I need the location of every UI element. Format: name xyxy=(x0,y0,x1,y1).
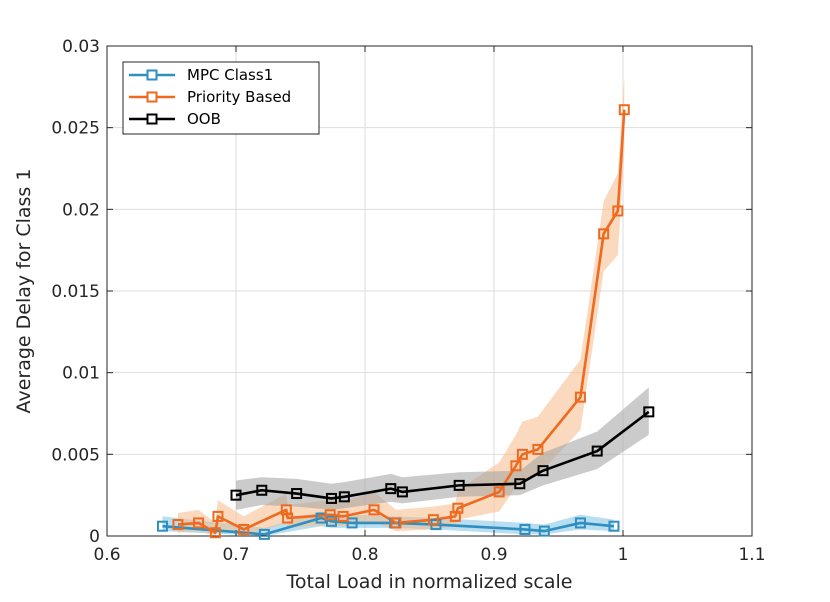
series-lines xyxy=(162,109,650,536)
x-tick-label: 1 xyxy=(618,545,629,565)
priority-based-point xyxy=(238,523,250,535)
oob-point xyxy=(338,491,350,503)
legend-marker-priority-based xyxy=(146,91,158,103)
legend-label-mpc-class1: MPC Class1 xyxy=(187,66,273,84)
priority-based-point xyxy=(324,509,336,521)
priority-based-point xyxy=(282,512,294,524)
mpc-class1-point xyxy=(156,520,168,532)
priority-based-point xyxy=(172,519,184,531)
legend-label-oob: OOB xyxy=(187,110,221,128)
mpc-class1-point xyxy=(608,520,620,532)
priority-based-point xyxy=(510,460,522,472)
mpc-class1-point xyxy=(538,525,550,537)
y-tick-label: 0 xyxy=(89,527,100,547)
y-tick-label: 0.02 xyxy=(62,200,100,220)
legend-marker-mpc-class1 xyxy=(146,69,158,81)
priority-based-point xyxy=(618,104,630,116)
oob-point xyxy=(514,478,526,490)
y-tick-label: 0.025 xyxy=(51,119,100,139)
priority-based-line xyxy=(177,109,626,535)
priority-based-point xyxy=(337,510,349,522)
priority-based-point xyxy=(212,510,224,522)
x-tick-label: 0.9 xyxy=(480,545,507,565)
oob-point xyxy=(643,406,655,418)
oob-point xyxy=(396,486,408,498)
mpc-class1-point xyxy=(325,515,337,527)
confidence-bands xyxy=(162,77,649,537)
mpc-class1-point xyxy=(346,517,358,529)
oob-point xyxy=(325,492,337,504)
priority-based-point xyxy=(452,502,464,514)
priority-based-point xyxy=(612,205,624,217)
oob-band xyxy=(236,387,649,510)
x-tick-label: 0.7 xyxy=(222,545,249,565)
priority-based-point xyxy=(532,443,544,455)
y-tick-label: 0.005 xyxy=(51,445,100,465)
priority-based-point xyxy=(427,514,439,526)
y-axis-label: Average Delay for Class 1 xyxy=(13,169,35,414)
priority-based-point xyxy=(493,486,505,498)
priority-based-point xyxy=(193,517,205,529)
y-tick-label: 0.03 xyxy=(62,37,100,57)
legend: MPC Class1 Priority Based OOB xyxy=(122,61,320,135)
mpc-class1-point xyxy=(574,517,586,529)
priority-based-point xyxy=(574,391,586,403)
tick-labels: 0.6 0.7 0.8 0.9 1 1.1 0 0.005 0.01 0.015 0.02 0.025… xyxy=(51,37,765,565)
x-tick-label: 0.6 xyxy=(93,545,120,565)
oob-point xyxy=(291,488,303,500)
oob-point xyxy=(591,445,603,457)
legend-label-priority-based: Priority Based xyxy=(187,88,291,106)
y-tick-label: 0.015 xyxy=(51,282,100,302)
x-axis-label: Total Load in normalized scale xyxy=(286,571,573,593)
legend-marker-oob xyxy=(146,113,158,125)
y-tick-label: 0.01 xyxy=(62,364,100,384)
priority-based-point xyxy=(209,527,221,539)
priority-based-point xyxy=(368,504,380,516)
grid xyxy=(107,46,752,536)
series-markers xyxy=(156,104,655,540)
oob-point xyxy=(385,483,397,495)
x-tick-label: 0.8 xyxy=(351,545,378,565)
priority-based-point xyxy=(598,228,610,240)
oob-point xyxy=(537,465,549,477)
mpc-class1-point xyxy=(258,528,270,540)
priority-based-point xyxy=(390,517,402,529)
oob-line xyxy=(235,410,650,500)
oob-point xyxy=(453,479,465,491)
mpc-class1-point xyxy=(519,523,531,535)
priority-based-point xyxy=(516,448,528,460)
x-tick-label: 1.1 xyxy=(738,545,765,565)
oob-point xyxy=(230,489,242,501)
oob-point xyxy=(256,484,268,496)
